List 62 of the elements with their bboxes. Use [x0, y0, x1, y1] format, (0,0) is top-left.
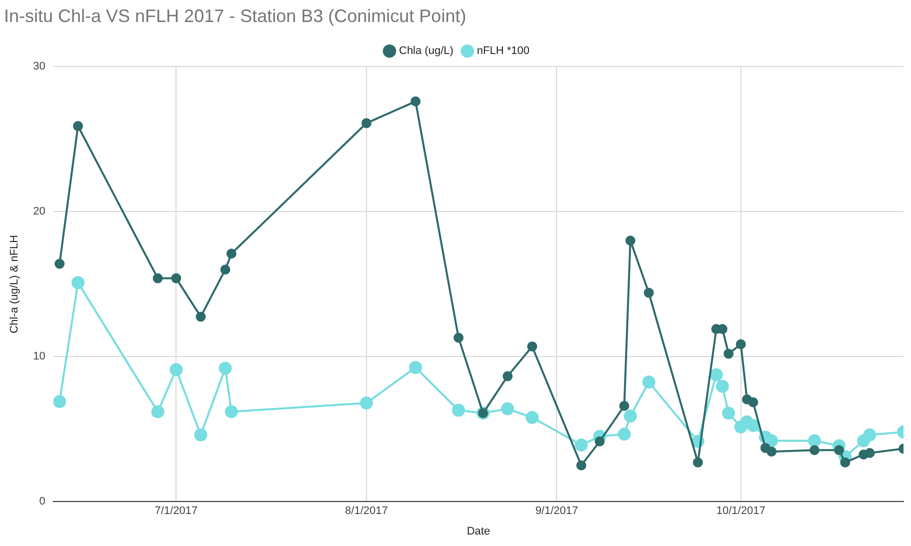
point — [619, 400, 630, 411]
x-tick-label: 8/1/2017 — [345, 505, 388, 518]
point — [220, 264, 230, 275]
point — [574, 438, 588, 452]
y-axis-title: Chl-a (ug/L) & nFLH — [8, 234, 21, 334]
point — [624, 410, 637, 423]
point — [736, 339, 746, 350]
point — [642, 375, 656, 388]
point — [218, 362, 232, 375]
point — [808, 434, 822, 448]
point — [54, 258, 65, 269]
point — [501, 402, 514, 416]
point — [452, 404, 466, 417]
point — [765, 434, 778, 448]
point — [724, 348, 734, 359]
y-tick-label: 0 — [39, 496, 46, 508]
point — [194, 428, 208, 442]
y-tick-label: 20 — [33, 206, 46, 218]
point — [53, 395, 66, 408]
point — [748, 397, 758, 408]
point — [692, 457, 703, 468]
x-tick-label: 9/1/2017 — [535, 505, 578, 518]
chart-title: In-situ Chl-a VS nFLH 2017 - Station B3 (Conimicut Point) — [4, 6, 466, 26]
point — [722, 406, 736, 420]
point — [151, 405, 164, 418]
point — [152, 273, 163, 284]
point — [171, 273, 182, 284]
point — [594, 436, 605, 446]
point — [196, 312, 206, 322]
y-tick-label: 10 — [33, 350, 46, 363]
legend-label: Chla (ug/L) — [399, 45, 454, 58]
point — [71, 276, 84, 290]
point — [170, 363, 183, 376]
point — [576, 460, 586, 470]
point — [618, 428, 631, 441]
point — [625, 236, 636, 246]
x-tick-label: 10/1/2017 — [716, 505, 766, 518]
point — [766, 446, 777, 457]
point — [834, 445, 844, 456]
legend-label: nFLH *100 — [476, 45, 530, 58]
point — [409, 360, 422, 374]
point — [361, 118, 372, 128]
point — [526, 411, 539, 424]
point — [454, 332, 464, 343]
point — [360, 396, 373, 410]
point — [710, 368, 723, 382]
point — [527, 341, 538, 352]
point — [840, 457, 850, 468]
point — [224, 405, 238, 418]
x-axis-title: Date — [466, 525, 490, 538]
point — [644, 288, 654, 298]
point — [226, 248, 236, 259]
point — [410, 96, 421, 106]
point — [746, 418, 760, 432]
y-tick-label: 30 — [33, 60, 46, 73]
x-tick-label: 7/1/2017 — [154, 505, 198, 518]
point — [864, 448, 875, 458]
point — [810, 445, 820, 456]
point — [716, 380, 729, 393]
point — [72, 121, 83, 132]
point — [502, 371, 513, 382]
point — [863, 428, 876, 442]
